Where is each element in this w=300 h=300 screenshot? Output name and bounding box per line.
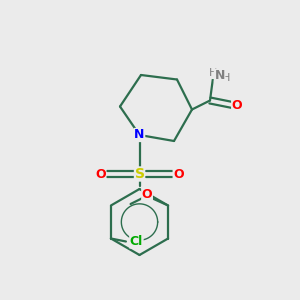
Text: O: O — [142, 188, 152, 202]
Text: H: H — [222, 73, 231, 83]
Text: N: N — [214, 69, 225, 82]
Text: O: O — [95, 167, 106, 181]
Text: Cl: Cl — [130, 235, 143, 248]
Text: H: H — [209, 68, 217, 79]
Text: O: O — [232, 98, 242, 112]
Text: O: O — [173, 167, 184, 181]
Text: S: S — [134, 167, 145, 181]
Text: N: N — [134, 128, 145, 142]
